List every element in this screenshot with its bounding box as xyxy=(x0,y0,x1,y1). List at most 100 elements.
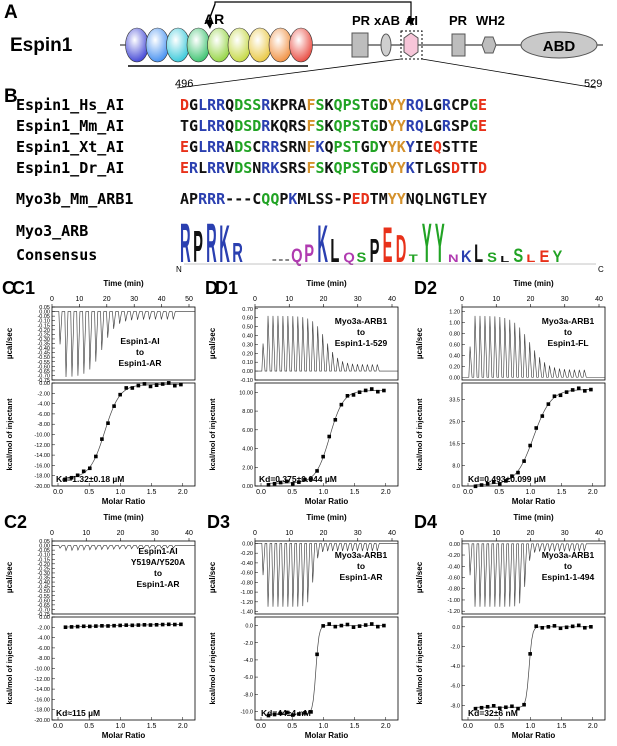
fit-plot-frame xyxy=(51,616,196,721)
residue: R xyxy=(207,138,217,156)
data-point xyxy=(75,473,80,478)
domain-diagram: Espin1 AR PR xAB AI PR WH2 ABD xyxy=(10,1,603,89)
raw-tick-label: -0.30 xyxy=(37,337,50,343)
fit-y-axis-label: kcal/mol of injectant xyxy=(415,632,424,705)
data-point xyxy=(369,387,374,391)
residue: L xyxy=(198,96,208,114)
raw-tick-label: -0.20 xyxy=(447,553,460,559)
residue: Q xyxy=(270,190,280,208)
residue: R xyxy=(198,190,208,208)
fit-tick-label: -4.0 xyxy=(244,658,253,664)
raw-tick-label: -0.40 xyxy=(37,346,50,352)
data-point xyxy=(154,383,159,387)
kd-value: Kd=44±4 nM xyxy=(261,708,311,718)
residue: P xyxy=(342,159,352,177)
time-tick-label: 0 xyxy=(460,296,464,303)
residue: - xyxy=(243,190,253,208)
residue: S xyxy=(315,117,325,135)
residue: A xyxy=(297,96,307,114)
sequence-name: Espin1_Hs_AI xyxy=(16,96,125,114)
residue: P xyxy=(342,190,352,208)
data-point xyxy=(363,623,368,627)
titration-description: Espin1-AI xyxy=(120,336,159,346)
residue: R xyxy=(405,96,415,114)
data-point xyxy=(290,482,295,486)
fit-tick-label: -2.00 xyxy=(37,391,50,397)
logo-letter: - xyxy=(278,254,283,264)
residue: M xyxy=(297,190,307,208)
fit-tick-label: 33.5 xyxy=(449,398,460,404)
logo-letter: - xyxy=(285,254,290,264)
residue: E xyxy=(469,190,479,208)
residue: L xyxy=(198,159,208,177)
raw-tick-label: -0.35 xyxy=(37,576,50,582)
residue: L xyxy=(423,96,433,114)
residue: G xyxy=(432,159,442,177)
residue: Q xyxy=(324,138,334,156)
residue: E xyxy=(351,190,361,208)
data-point xyxy=(290,713,295,717)
molar-tick-label: 1.0 xyxy=(116,489,126,496)
fit-tick-label: -2.0 xyxy=(451,644,460,650)
raw-tick-label: -0.65 xyxy=(37,603,50,609)
raw-thermogram xyxy=(462,315,605,378)
residue: D xyxy=(378,117,388,135)
raw-tick-label: -0.35 xyxy=(37,342,50,348)
fit-y-axis-label: kcal/mol of injectant xyxy=(5,398,14,471)
molar-tick-label: 1.5 xyxy=(557,723,567,730)
raw-tick-label: -0.70 xyxy=(37,373,50,379)
logo-letter: D xyxy=(396,228,407,272)
residue: G xyxy=(441,190,451,208)
molar-tick-label: 0.5 xyxy=(287,723,297,730)
molar-tick-label: 1.0 xyxy=(319,489,329,496)
fit-plot-frame xyxy=(51,382,196,487)
ai-label: AI xyxy=(405,13,418,28)
raw-tick-label: 0.60 xyxy=(449,342,460,348)
fit-tick-label: 25.0 xyxy=(449,420,460,426)
residue: S xyxy=(243,159,253,177)
data-point xyxy=(357,624,362,628)
residue: R xyxy=(189,159,199,177)
fit-tick-label: -10.00 xyxy=(34,667,50,673)
time-axis-label: Time (min) xyxy=(513,279,554,288)
data-point xyxy=(327,622,332,626)
residue: G xyxy=(432,96,442,114)
residue: F xyxy=(306,117,316,135)
xab-label: xAB xyxy=(374,13,400,28)
raw-tick-label: -0.10 xyxy=(37,553,50,559)
residue: R xyxy=(288,117,298,135)
data-point xyxy=(564,390,569,394)
data-point xyxy=(297,480,301,484)
residue: C xyxy=(252,138,262,156)
residue: N xyxy=(252,159,262,177)
time-tick-label: 0 xyxy=(253,296,257,303)
residue: Q xyxy=(225,117,235,135)
raw-tick-label: 0.00 xyxy=(449,542,460,548)
raw-tick-label: -0.60 xyxy=(37,364,50,370)
time-tick-label: 10 xyxy=(492,296,500,303)
fit-tick-label: -14.00 xyxy=(34,453,50,459)
data-point xyxy=(303,711,307,715)
residue: D xyxy=(234,117,244,135)
fit-tick-label: -8.00 xyxy=(37,422,50,428)
residue: Q xyxy=(333,117,343,135)
data-point xyxy=(154,622,159,627)
molar-tick-label: 2.0 xyxy=(381,723,391,730)
data-point xyxy=(516,706,520,711)
logo-letter: R xyxy=(180,214,191,274)
logo-letter: Y xyxy=(553,248,563,266)
data-point xyxy=(106,624,110,628)
data-point xyxy=(351,393,356,397)
logo-letter: Y xyxy=(435,214,445,274)
raw-tick-label: -0.60 xyxy=(447,576,460,582)
residue: G xyxy=(189,117,199,135)
residue: - xyxy=(225,190,235,208)
fit-tick-label: 4.00 xyxy=(242,447,253,453)
residue: G xyxy=(369,159,379,177)
consensus-name-line2: Consensus xyxy=(16,246,98,264)
raw-plot-frame xyxy=(254,306,399,381)
seq-end-number: 529 xyxy=(584,78,603,90)
raw-y-axis-label: µcal/sec xyxy=(415,327,424,359)
titration-description: to xyxy=(357,327,365,337)
ankyrin-repeat-4 xyxy=(186,27,211,63)
